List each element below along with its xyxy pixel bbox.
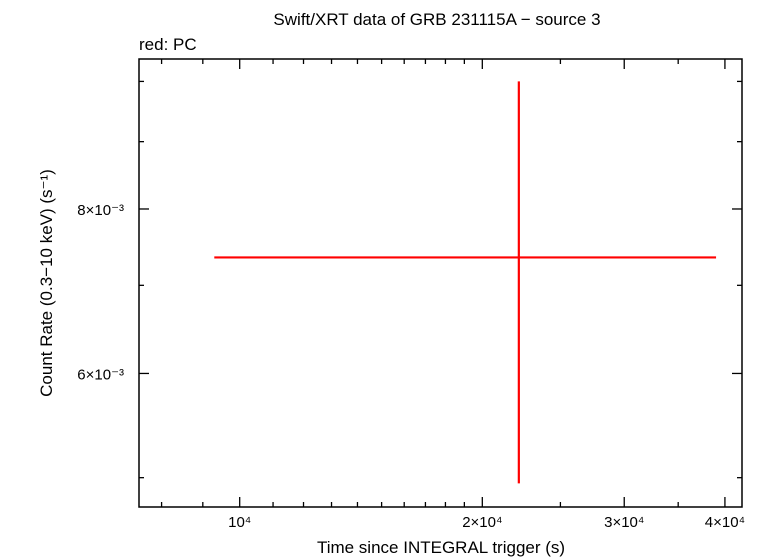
x-tick-label: 3×10⁴ xyxy=(604,514,644,531)
y-tick-label: 6×10⁻³ xyxy=(77,366,124,383)
x-tick-label: 10⁴ xyxy=(228,514,251,531)
x-axis-label: Time since INTEGRAL trigger (s) xyxy=(317,538,565,557)
axis-ticks xyxy=(139,59,742,507)
chart-title: Swift/XRT data of GRB 231115A − source 3 xyxy=(273,10,600,29)
axis-tick-labels: 10⁴ 2×10⁴ 3×10⁴ 4×10⁴ 6×10⁻³ 8×10⁻³ xyxy=(77,202,745,531)
y-tick-label: 8×10⁻³ xyxy=(77,202,124,219)
data-layer xyxy=(214,81,717,484)
y-axis-label: Count Rate (0.3−10 keV) (s⁻¹) xyxy=(37,169,56,397)
plot-frame xyxy=(138,58,743,508)
x-tick-label: 2×10⁴ xyxy=(462,514,502,531)
x-tick-label: 4×10⁴ xyxy=(705,514,745,531)
legend-text: red: PC xyxy=(139,35,197,54)
